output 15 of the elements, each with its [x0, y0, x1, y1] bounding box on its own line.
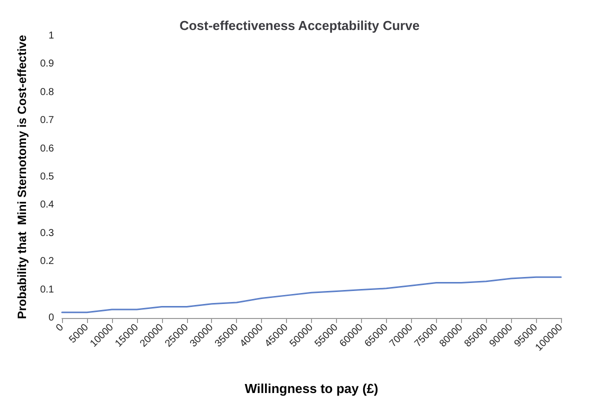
y-tick-label: 0.5 — [40, 172, 54, 182]
y-axis-title: Probability that Mini Sternotomy is Cost-effective — [15, 34, 29, 320]
y-tick-label: 0.1 — [40, 284, 54, 296]
y-tick-label: 0.7 — [40, 115, 54, 126]
y-tick-label: 0.6 — [40, 143, 54, 154]
x-axis-title: Willingness to pay (£) — [244, 381, 378, 396]
y-tick-label: 0.8 — [40, 86, 54, 98]
y-tick-label: 0.4 — [40, 200, 54, 211]
y-tick-label: 1 — [48, 30, 54, 42]
y-tick-label: 0.9 — [40, 58, 54, 70]
y-tick-label: 0.2 — [40, 256, 54, 268]
line-series — [61, 276, 562, 314]
chart-title: Cost-effectiveness Acceptability Curve — [179, 18, 420, 33]
y-tick-label: 0 — [48, 312, 54, 324]
y-tick-label: 0.3 — [40, 228, 54, 239]
